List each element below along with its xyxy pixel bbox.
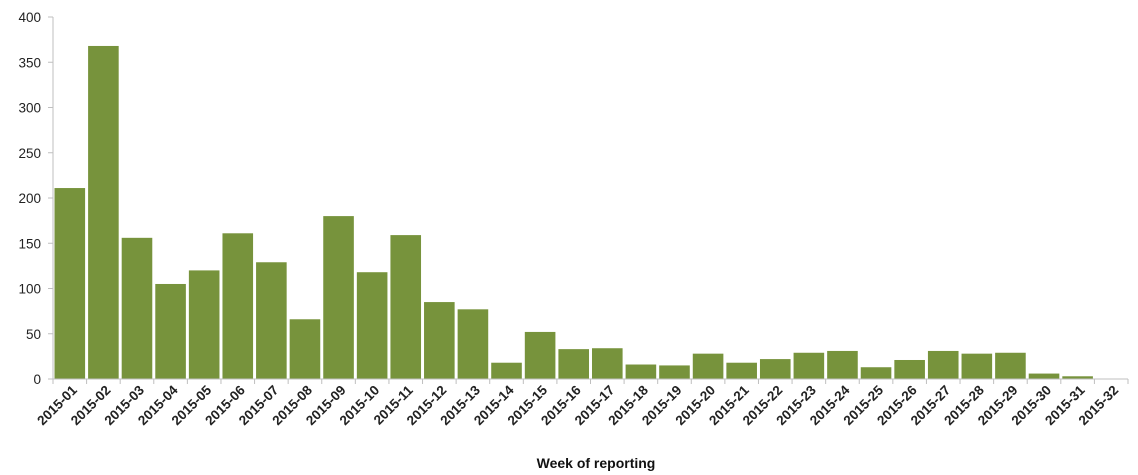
y-tick-label: 300 (18, 101, 41, 116)
bar-2015-10 (356, 272, 388, 379)
bar-2015-29 (995, 352, 1026, 379)
bar-2015-17 (592, 348, 623, 379)
bar-2015-09 (323, 216, 354, 379)
y-tick-label: 0 (33, 372, 41, 387)
bar-2015-05 (188, 270, 220, 379)
bar-2015-16 (558, 349, 589, 379)
bar-2015-24 (827, 350, 858, 379)
bar-2015-20 (692, 353, 724, 379)
bar-2015-25 (860, 367, 892, 379)
bar-2015-26 (894, 359, 925, 379)
bar-2015-31 (1062, 376, 1093, 379)
bar-2015-14 (491, 362, 522, 379)
y-tick-label: 50 (26, 327, 41, 342)
bar-2015-01 (54, 188, 86, 379)
bar-2015-04 (155, 283, 186, 379)
bar-2015-02 (88, 45, 119, 380)
bars (54, 45, 1093, 380)
x-axis-title: Week of reporting (537, 455, 656, 471)
bar-2015-27 (927, 350, 959, 379)
bar-2015-22 (759, 359, 791, 379)
y-tick-label: 150 (18, 236, 41, 251)
y-tick-label: 400 (18, 10, 41, 25)
bar-2015-12 (424, 302, 455, 379)
bar-2015-11 (390, 235, 422, 379)
y-tick-label: 350 (18, 55, 41, 70)
y-tick-label: 100 (18, 282, 41, 297)
y-tick-label: 250 (18, 146, 41, 161)
bar-2015-19 (659, 365, 690, 379)
bar-2015-23 (793, 352, 825, 379)
bar-2015-13 (457, 309, 489, 379)
bar-2015-15 (524, 331, 556, 379)
y-axis: 0 50 100 150 200 250 300 350 400 (18, 10, 54, 387)
bar-2015-18 (625, 364, 657, 379)
bar-2015-21 (726, 362, 757, 379)
bar-2015-06 (222, 233, 254, 379)
y-tick-label: 200 (18, 191, 41, 206)
bar-2015-30 (1028, 373, 1060, 379)
x-axis: 2015-012015-022015-032015-042015-052015-… (34, 378, 1129, 428)
bar-2015-03 (121, 237, 153, 379)
bar-2015-28 (961, 353, 993, 379)
bar-2015-07 (256, 262, 287, 379)
bar-2015-08 (289, 319, 321, 379)
